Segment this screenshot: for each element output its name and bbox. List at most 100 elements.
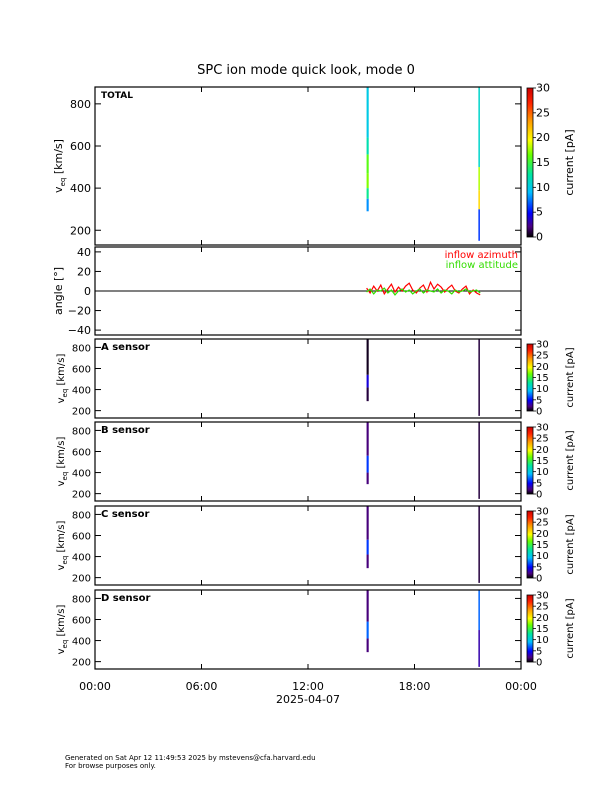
heatmap-cell	[478, 339, 480, 416]
y-tick-label: −40	[68, 324, 91, 337]
heatmap-cell	[366, 472, 369, 485]
colorbar-label: current [pA]	[565, 598, 576, 658]
colorbar-tick-label: 15	[536, 156, 550, 169]
y-axis-label: angle [°]	[52, 267, 65, 315]
heatmap-cell	[366, 554, 369, 569]
colorbar-tick-label: 10	[536, 181, 550, 194]
plot-frame	[94, 505, 522, 586]
colorbar-tick-label: 15	[536, 624, 549, 635]
heatmap-cell	[478, 630, 480, 667]
panel-label: A sensor	[101, 342, 150, 353]
heatmap-cell	[366, 455, 369, 473]
plot-area	[95, 422, 521, 501]
plot-frame	[94, 86, 522, 246]
plot-area	[95, 339, 521, 418]
x-tick-label: 00:00	[505, 680, 537, 693]
panel-angle: −40 −20 0 20 40 angle [°] inflow azimuthinflow…	[52, 246, 522, 337]
colorbar-tick-label: 25	[536, 518, 549, 529]
heatmap-cell	[366, 506, 369, 540]
y-tick-label: 800	[70, 98, 91, 111]
y-tick-label: 600	[72, 364, 91, 375]
colorbar-tick-label: 5	[536, 562, 542, 573]
y-axis-label: veq [km/s]	[56, 605, 69, 655]
y-tick-label: 800	[72, 426, 91, 437]
plot-area	[95, 506, 521, 585]
heatmap-cell	[366, 539, 369, 555]
colorbar-tick-label: 30	[536, 507, 549, 518]
colorbar-label: current [pA]	[563, 129, 576, 195]
y-tick-label: 200	[72, 574, 91, 585]
heatmap-cell	[366, 590, 369, 622]
y-tick-label: 200	[72, 658, 91, 669]
x-tick-label: 12:00	[292, 680, 324, 693]
colorbar-tick-label: 0	[536, 658, 542, 669]
colorbar-tick-label: 10	[536, 384, 549, 395]
heatmap-cell	[366, 638, 369, 653]
x-tick-label: 18:00	[399, 680, 431, 693]
chart-title: SPC ion mode quick look, mode 0	[197, 63, 415, 78]
heatmap-cell	[478, 506, 480, 583]
colorbar-tick-label: 20	[536, 362, 549, 373]
colorbar-scale	[526, 510, 534, 579]
colorbar-tick-label: 30	[536, 82, 550, 95]
y-tick-label: 600	[70, 140, 91, 153]
colorbar-tick-label: 5	[536, 395, 542, 406]
heatmap-cell	[478, 590, 480, 631]
plot-frame	[94, 338, 522, 419]
y-tick-label: 800	[72, 510, 91, 521]
colorbar-label: current [pA]	[565, 347, 576, 407]
colorbar-tick-label: 20	[536, 131, 550, 144]
heatmap-cell	[478, 87, 480, 168]
heatmap-cell	[478, 209, 480, 241]
panel-label: TOTAL	[101, 91, 133, 101]
heatmap-cell	[366, 387, 369, 402]
panel-total: 200 400 600 800 veq [km/s] TOTAL 0 5 10 15 20 25 30 c…	[52, 82, 576, 246]
colorbar-tick-label: 25	[536, 602, 549, 613]
y-axis-label: veq [km/s]	[52, 139, 67, 193]
y-tick-label: 20	[77, 265, 91, 278]
colorbar-scale	[526, 426, 534, 495]
y-tick-label: 200	[72, 490, 91, 501]
colorbar-tick-label: 30	[536, 340, 549, 351]
heatmap-cell	[366, 173, 369, 189]
y-tick-label: 400	[72, 553, 91, 564]
y-tick-label: 400	[70, 182, 91, 195]
colorbar-tick-label: 0	[536, 407, 542, 418]
heatmap-cell	[366, 339, 369, 375]
x-tick-label: 06:00	[186, 680, 218, 693]
colorbar-tick-label: 5	[536, 478, 542, 489]
colorbar-tick-label: 10	[536, 635, 549, 646]
legend-inflow-azimuth: inflow azimuth	[445, 250, 518, 261]
y-tick-label: 0	[84, 285, 91, 298]
colorbar-tick-label: 10	[536, 551, 549, 562]
colorbar-tick-label: 30	[536, 591, 549, 602]
colorbar-tick-label: 0	[536, 231, 543, 244]
colorbar-tick-label: 25	[536, 434, 549, 445]
colorbar-label: current [pA]	[565, 430, 576, 490]
heatmap-cell	[366, 621, 369, 639]
colorbar-label: current [pA]	[565, 514, 576, 574]
colorbar-tick-label: 0	[536, 490, 542, 501]
heatmap-cell	[478, 422, 480, 499]
heatmap-cell	[366, 154, 369, 174]
colorbar-tick-label: 5	[536, 206, 543, 219]
colorbar: 0 5 10 15 20 25 30 current [pA]	[526, 82, 576, 244]
heatmap-cell	[366, 198, 369, 212]
y-tick-label: 40	[77, 246, 91, 259]
y-tick-label: −20	[68, 305, 91, 318]
y-tick-label: 200	[72, 407, 91, 418]
colorbar-tick-label: 25	[536, 351, 549, 362]
y-tick-label: 400	[72, 386, 91, 397]
colorbar-tick-label: 15	[536, 456, 549, 467]
plot-frame	[94, 589, 522, 670]
colorbar-tick-label: 25	[536, 106, 550, 119]
colorbar-tick-label: 20	[536, 445, 549, 456]
legend-inflow-attitude: inflow attitude	[446, 260, 518, 271]
plot-area	[95, 87, 521, 245]
y-tick-label: 800	[72, 343, 91, 354]
